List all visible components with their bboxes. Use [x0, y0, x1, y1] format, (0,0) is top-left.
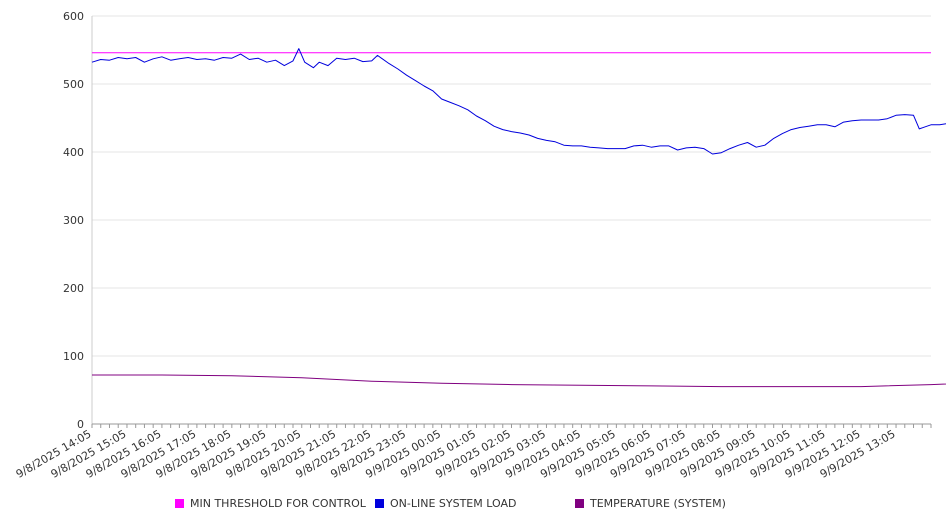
y-tick-label: 200	[63, 282, 84, 295]
legend-label-temperature: TEMPERATURE (SYSTEM)	[590, 497, 726, 510]
axes	[91, 16, 932, 428]
legend-swatch-temperature	[575, 499, 584, 508]
temperature-line	[92, 374, 946, 388]
legend-item-min-threshold[interactable]: MIN THRESHOLD FOR CONTROL	[175, 497, 366, 510]
legend-label-system-load: ON-LINE SYSTEM LOAD	[390, 497, 517, 510]
grid-lines	[92, 15, 931, 357]
legend: MIN THRESHOLD FOR CONTROL ON-LINE SYSTEM…	[0, 497, 946, 515]
legend-swatch-min-threshold	[175, 499, 184, 508]
legend-item-system-load[interactable]: ON-LINE SYSTEM LOAD	[375, 497, 516, 510]
x-tick-labels: 9/8/2025 14:059/8/2025 15:059/8/2025 16:…	[14, 427, 898, 481]
y-tick-label: 0	[77, 418, 84, 431]
line-chart: 0 100 200 300 400 500 600 9/8/2025 14:059/8/20…	[14, 10, 946, 481]
series-lines	[91, 48, 946, 388]
legend-item-temperature[interactable]: TEMPERATURE (SYSTEM)	[575, 497, 726, 510]
y-tick-labels: 0 100 200 300 400 500 600	[63, 10, 84, 431]
legend-swatch-system-load	[375, 499, 384, 508]
y-tick-label: 600	[63, 10, 84, 23]
system-load-line	[91, 48, 946, 155]
legend-label-min-threshold: MIN THRESHOLD FOR CONTROL	[190, 497, 366, 510]
y-tick-label: 500	[63, 78, 84, 91]
y-tick-label: 100	[63, 350, 84, 363]
y-tick-label: 400	[63, 146, 84, 159]
y-tick-label: 300	[63, 214, 84, 227]
